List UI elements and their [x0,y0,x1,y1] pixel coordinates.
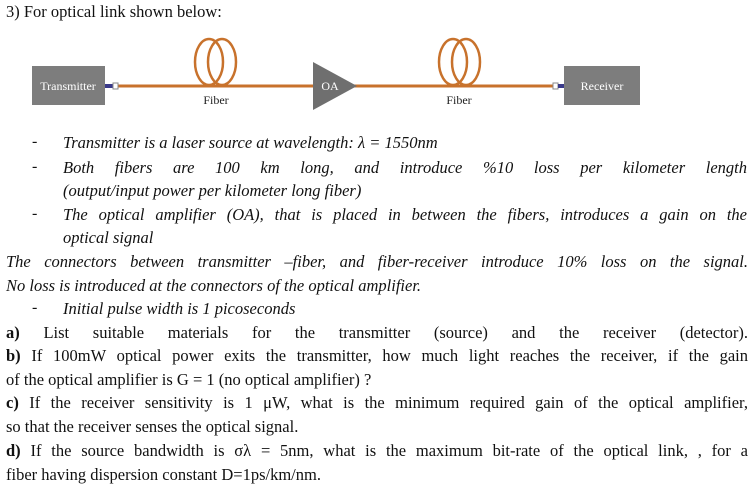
connectors-line-2: No loss is introduced at the connectors … [6,276,422,295]
connector-icon [112,82,119,90]
amplifier-triangle [313,62,357,110]
bullet-dash: - [32,158,38,175]
question-text: If the source bandwidth is σλ = 5nm, wha… [30,441,749,460]
bullet-dash: - [32,133,38,150]
connector-icon [558,84,564,88]
transmitter-label: Transmitter [40,79,96,93]
question-text: If 100mW optical power exits the transmi… [31,346,748,365]
bullet-transmitter: Transmitter is a laser source at wavelen… [63,133,438,152]
fiber-coil-2-icon [437,37,482,87]
connectors-line-1: The connectors between transmitter –fibe… [6,252,748,271]
bullet-pulse: Initial pulse width is 1 picoseconds [63,299,296,318]
fiber-coil-1-icon [193,37,238,87]
question-text: List suitable materials for the transmit… [43,323,748,342]
connector-icon [105,84,113,88]
bullet-amplifier: The optical amplifier (OA), that is plac… [63,205,747,224]
fiber-2-label: Fiber [446,93,471,107]
bullet-dash: - [32,299,38,316]
question-heading: 3) For optical link shown below: [6,2,222,21]
bullet-dash: - [32,205,38,222]
bullet-fibers-cont: (output/input power per kilometer long f… [63,181,362,200]
optical-link-diagram: Transmitter OA Receiver Fiber Fiber [32,37,640,110]
receiver-label: Receiver [581,79,624,93]
question-label: b) [6,346,21,365]
transmitter-box [32,66,105,105]
amplifier-label: OA [321,79,339,93]
question-d: d) If the source bandwidth is σλ = 5nm, … [6,441,748,461]
bullet-fibers: Both fibers are 100 km long, and introdu… [63,158,747,177]
question-b: b) If 100mW optical power exits the tran… [6,346,748,366]
bullet-amplifier-cont: optical signal [63,228,154,247]
question-label: a) [6,323,20,342]
question-text: If the receiver sensitivity is 1 μW, wha… [29,393,749,412]
question-c: c) If the receiver sensitivity is 1 μW, … [6,393,748,413]
question-c-cont: so that the receiver senses the optical … [6,417,299,436]
question-a: a) List suitable materials for the trans… [6,323,748,343]
question-label: c) [6,393,19,412]
question-label: d) [6,441,21,460]
question-d-cont: fiber having dispersion constant D=1ps/k… [6,465,321,484]
receiver-box [564,66,640,105]
fiber-1-label: Fiber [203,93,228,107]
connector-icon [552,82,559,90]
question-b-cont: of the optical amplifier is G = 1 (no op… [6,370,372,389]
